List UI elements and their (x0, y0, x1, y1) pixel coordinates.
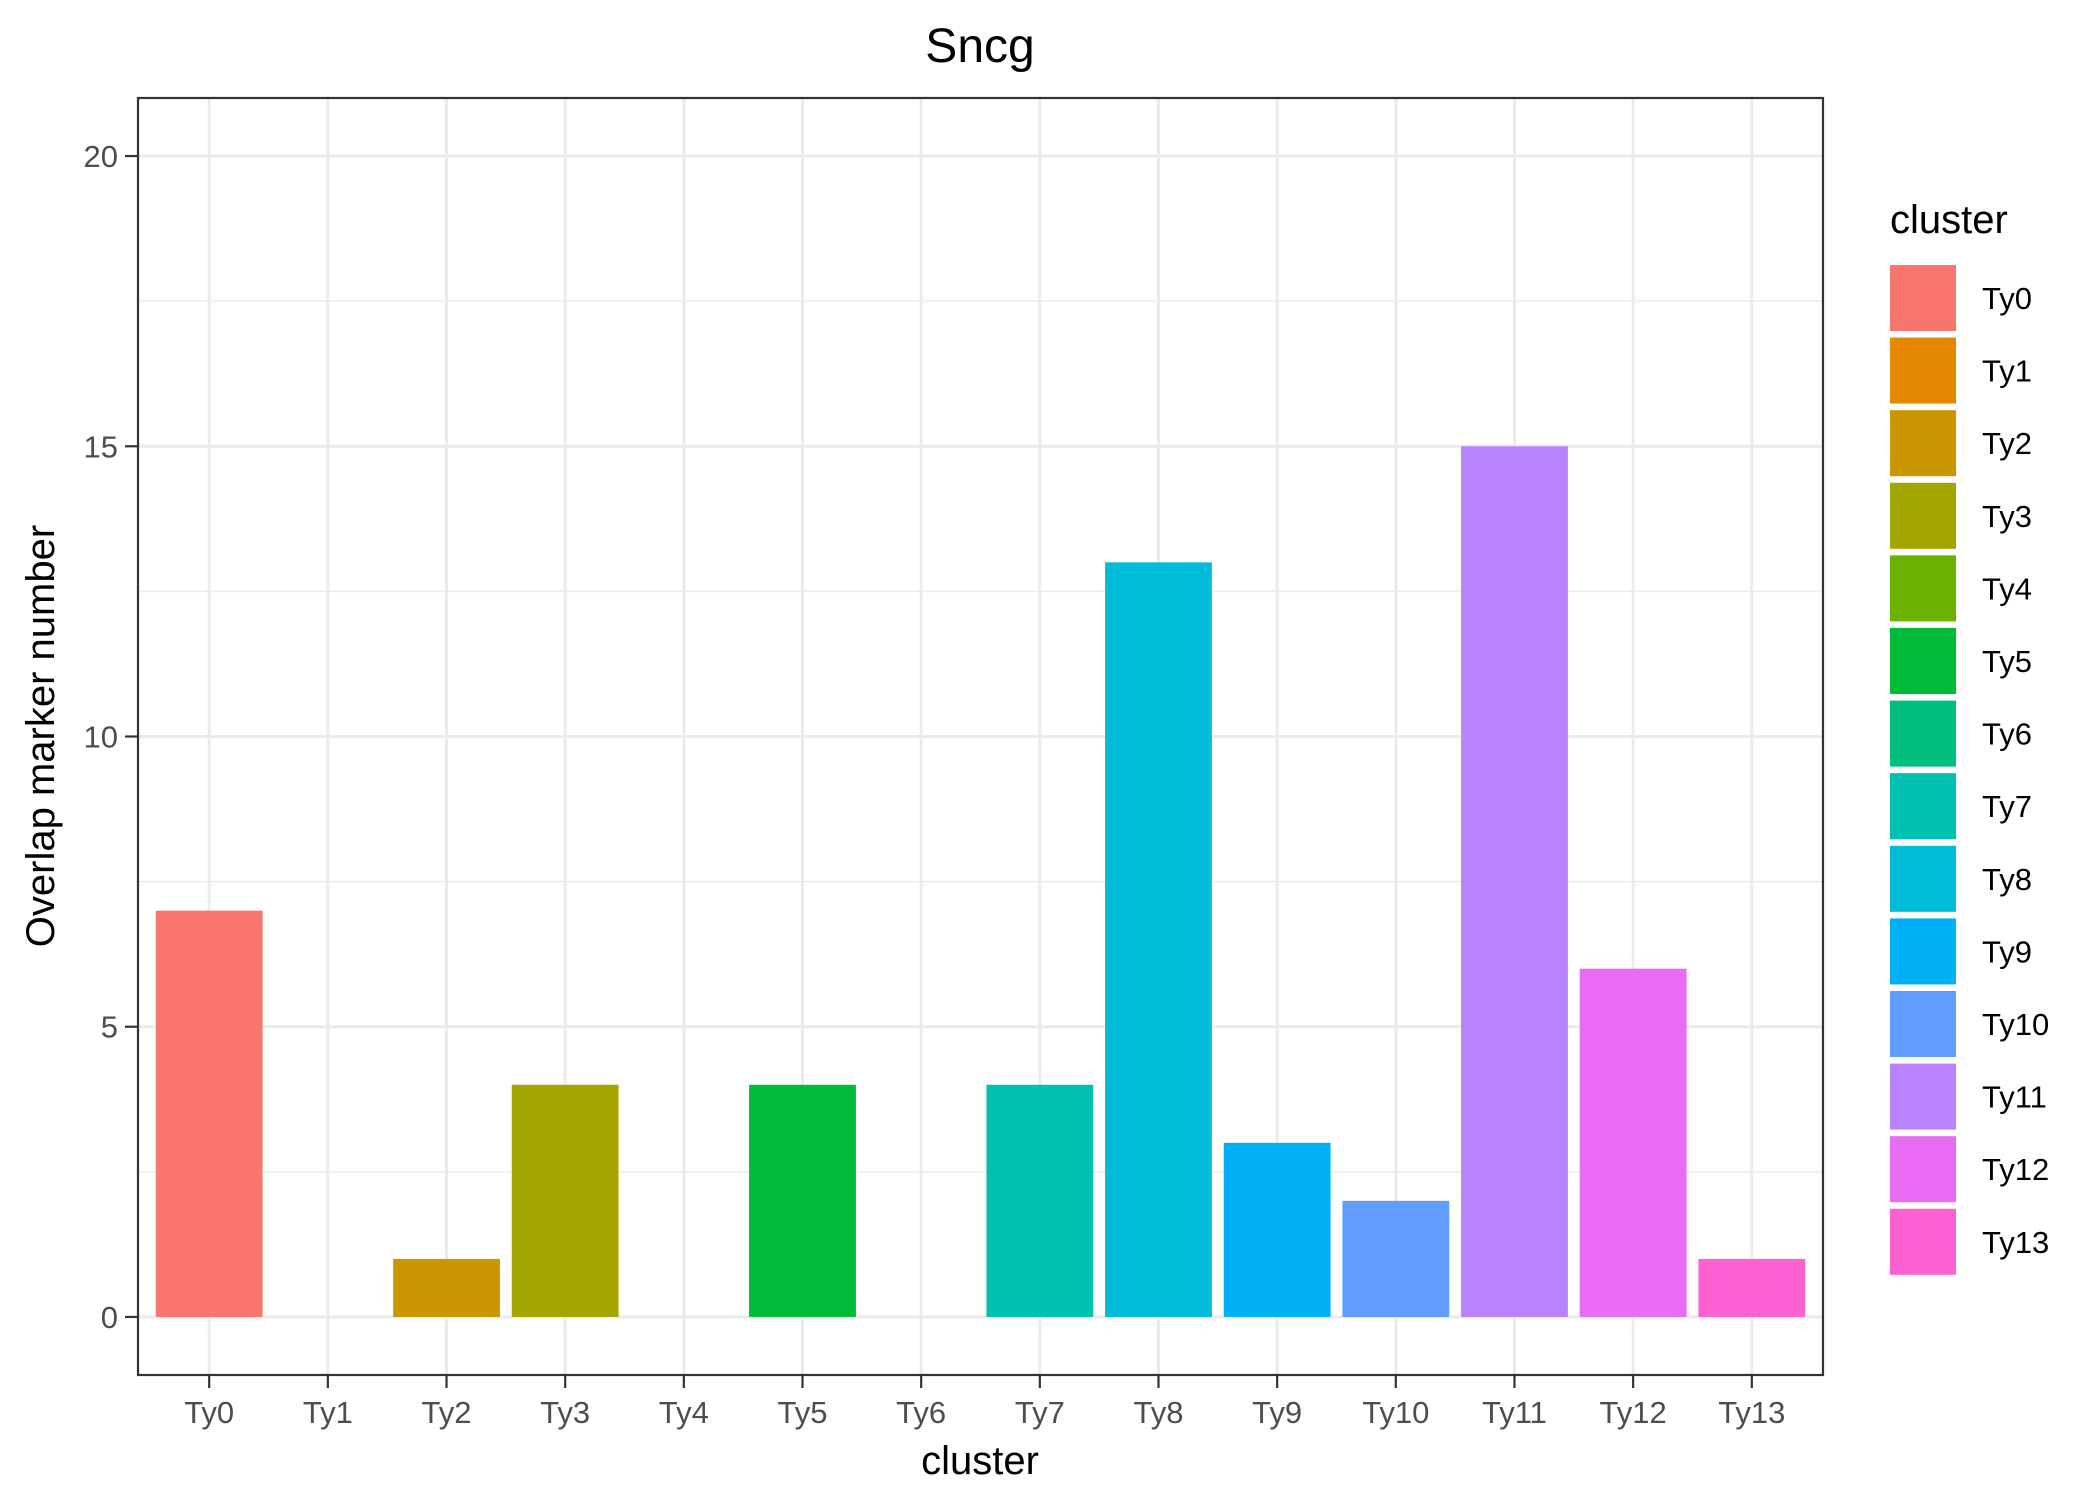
legend-key-ty9 (1890, 918, 1956, 985)
legend-label: Ty1 (1982, 354, 2032, 389)
x-tick-label: Ty7 (1015, 1395, 1065, 1430)
bar-ty2 (393, 1258, 500, 1317)
legend-key-ty0 (1890, 265, 1956, 331)
x-tick-label: Ty3 (540, 1395, 590, 1430)
legend-label: Ty4 (1982, 571, 2032, 606)
x-tick-label: Ty1 (303, 1395, 353, 1430)
bar-ty12 (1579, 968, 1687, 1317)
x-axis: Ty0 Ty1 Ty2 Ty3 Ty4 Ty5 Ty6 Ty7 Ty8 Ty9 Ty10 Ty11 Ty… (184, 1375, 1785, 1430)
legend-label: Ty13 (1982, 1225, 2049, 1260)
x-tick-label: Ty8 (1134, 1395, 1184, 1430)
legend-label: Ty0 (1982, 281, 2032, 316)
legend-key-ty12 (1890, 1136, 1956, 1203)
bar-ty5 (749, 1084, 856, 1317)
bar-ty9 (1223, 1142, 1331, 1317)
bar-ty7 (986, 1084, 1094, 1317)
bars (155, 446, 1806, 1317)
legend-key-ty6 (1890, 700, 1956, 767)
x-tick-label: Ty9 (1252, 1395, 1302, 1430)
legend-key-ty4 (1890, 555, 1956, 622)
x-tick-label: Ty10 (1362, 1395, 1429, 1430)
bar-ty3 (511, 1084, 619, 1317)
y-tick-label: 0 (101, 1300, 118, 1335)
legend-label: Ty11 (1982, 1080, 2047, 1115)
legend-label: Ty3 (1982, 499, 2032, 534)
legend-label: Ty9 (1982, 934, 2032, 969)
legend-key-ty13 (1890, 1208, 1956, 1275)
x-tick-label: Ty6 (896, 1395, 946, 1430)
legend-key-ty11 (1890, 1063, 1956, 1130)
legend-label: Ty6 (1982, 717, 2032, 752)
y-axis: 0 5 10 15 20 (84, 139, 138, 1335)
legend-key-ty8 (1890, 845, 1956, 912)
legend-key-ty7 (1890, 773, 1956, 840)
y-tick-label: 10 (84, 720, 118, 755)
y-tick-label: 5 (101, 1010, 118, 1045)
y-tick-label: 15 (84, 429, 118, 464)
chart-title: Sncg (925, 20, 1034, 73)
legend-label: Ty12 (1982, 1152, 2049, 1187)
y-tick-label: 20 (84, 139, 118, 174)
legend-label: Ty8 (1982, 862, 2032, 897)
y-axis-title: Overlap marker number (19, 525, 63, 947)
x-tick-label: Ty5 (778, 1395, 828, 1430)
bar-ty11 (1461, 446, 1568, 1317)
legend-label: Ty7 (1982, 789, 2032, 824)
x-axis-title: cluster (921, 1439, 1039, 1483)
x-tick-label: Ty11 (1482, 1395, 1547, 1430)
legend-label: Ty2 (1982, 426, 2032, 461)
bar-ty0 (155, 910, 263, 1317)
bar-ty13 (1698, 1258, 1806, 1317)
x-tick-label: Ty0 (184, 1395, 234, 1430)
legend-key-ty10 (1890, 991, 1956, 1057)
legend-title: cluster (1890, 198, 2008, 242)
bar-ty8 (1105, 562, 1212, 1317)
x-tick-label: Ty13 (1718, 1395, 1785, 1430)
legend-label: Ty5 (1982, 644, 2032, 679)
legend-key-ty3 (1890, 482, 1956, 549)
bar-ty10 (1342, 1200, 1450, 1317)
legend-label: Ty10 (1982, 1007, 2049, 1042)
x-tick-label: Ty12 (1600, 1395, 1667, 1430)
legend: cluster Ty0Ty1Ty2Ty3Ty4Ty5Ty6Ty7Ty8Ty9Ty… (1890, 198, 2049, 1275)
legend-key-ty5 (1890, 628, 1956, 694)
legend-key-ty2 (1890, 410, 1956, 477)
legend-items: Ty0 Ty1 Ty2 Ty3 Ty4 Ty5 Ty6 Ty7 Ty8 Ty9 Ty10 Ty11 Ty… (1890, 265, 2049, 1275)
x-tick-label: Ty4 (659, 1395, 709, 1430)
x-tick-label: Ty2 (422, 1395, 472, 1430)
legend-key-ty1 (1890, 337, 1956, 404)
